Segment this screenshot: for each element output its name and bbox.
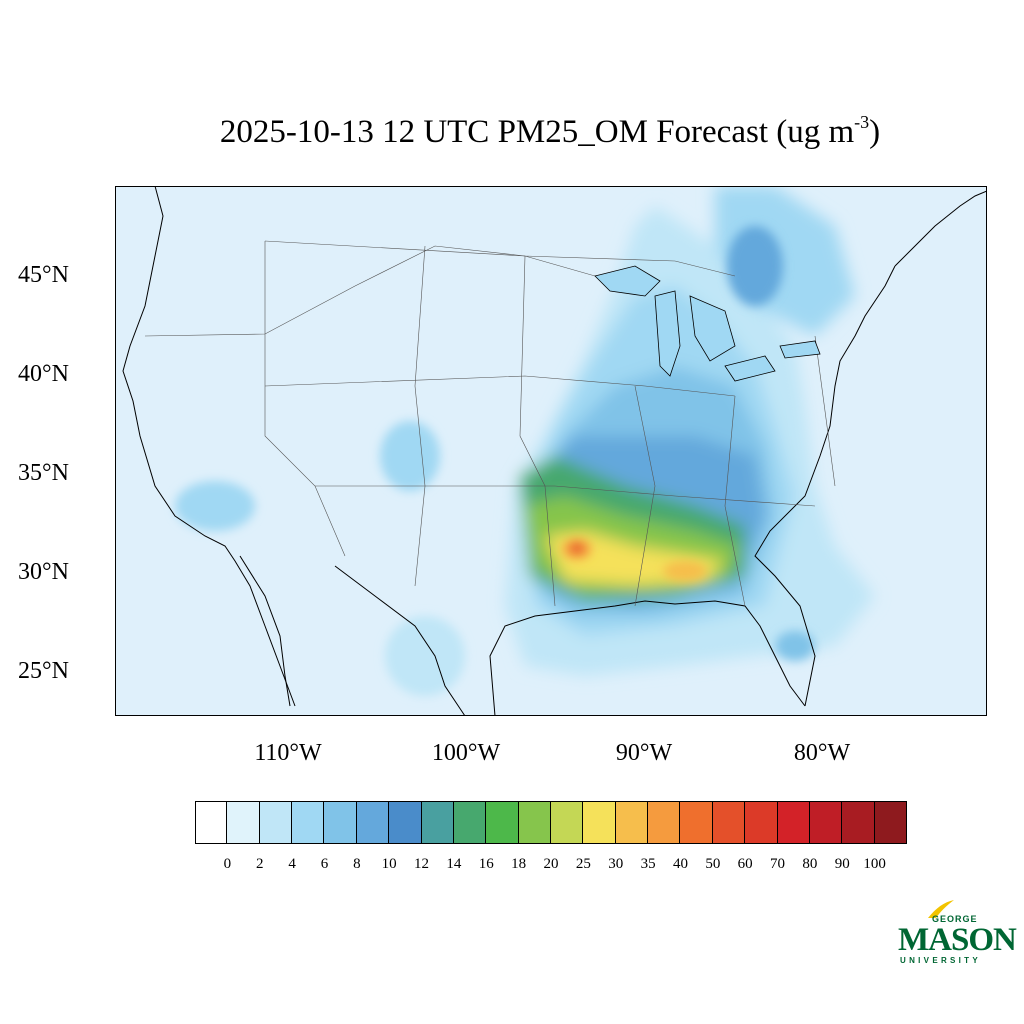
colorbar-tick-label: 90 [834, 856, 850, 872]
colorbar-tick-label: 100 [863, 856, 886, 872]
colorbar-tick-label: 6 [320, 856, 329, 872]
colorbar [195, 801, 907, 844]
lat-label-25: 25°N [18, 658, 69, 684]
lat-label-30: 30°N [18, 559, 69, 585]
colorbar-tick-label: 80 [802, 856, 818, 872]
concentration-field [175, 186, 875, 696]
lon-label-100w: 100°W [431, 740, 501, 766]
great-lakes [594, 265, 821, 382]
lat-label-35: 35°N [18, 460, 69, 486]
colorbar-cell [777, 801, 810, 844]
gmu-logo: GEORGE MASON UNIVERSITY [896, 898, 1017, 970]
state-borders [144, 240, 836, 607]
plume-ne-canada [727, 226, 783, 306]
colorbar-tick-label: 60 [737, 856, 753, 872]
colorbar-cell [421, 801, 454, 844]
colorbar-cell [583, 801, 616, 844]
lon-label-90w: 90°W [615, 740, 673, 766]
colorbar-tick-label: 30 [608, 856, 624, 872]
colorbar-cell [842, 801, 875, 844]
colorbar-tick-label: 18 [511, 856, 527, 872]
logo-george: GEORGE [932, 914, 978, 924]
colorbar-tick-label: 70 [770, 856, 786, 872]
colorbar-cell [615, 801, 649, 844]
colorbar-tick-label: 25 [575, 856, 591, 872]
plume-fl [775, 631, 815, 661]
plume-sw [175, 481, 255, 531]
logo-mason: MASON [898, 922, 1017, 958]
colorbar-tick-label: 14 [446, 856, 462, 872]
colorbar-cell [486, 801, 519, 844]
colorbar-tick-label: 2 [255, 856, 264, 872]
map-title: 2025-10-13 12 UTC PM25_OM Forecast (ug m… [0, 112, 1024, 151]
colorbar-cell [551, 801, 584, 844]
colorbar-cell [324, 801, 357, 844]
colorbar-border [195, 801, 907, 844]
colorbar-cell [259, 801, 293, 844]
colorbar-cell [195, 801, 228, 844]
colorbar-tick-label: 12 [414, 856, 430, 872]
lat-label-45: 45°N [18, 262, 69, 288]
colorbar-cell [356, 801, 390, 844]
colorbar-cell [874, 801, 907, 844]
lon-label-110w: 110°W [254, 740, 322, 766]
hotspot-red [571, 543, 583, 553]
colorbar-cell [518, 801, 551, 844]
colorbar-tick-label: 35 [640, 856, 656, 872]
forecast-map [115, 186, 987, 716]
colorbar-cell [389, 801, 422, 844]
plume-co [380, 421, 440, 491]
colorbar-tick-label: 50 [705, 856, 721, 872]
lat-label-40: 40°N [18, 361, 69, 387]
colorbar-tick-label: 8 [353, 856, 361, 872]
colorbar-cell [712, 801, 746, 844]
colorbar-cell [227, 801, 260, 844]
colorbar-tick-label: 4 [288, 856, 296, 872]
lon-label-80w: 80°W [793, 740, 851, 766]
plume-mx [385, 616, 465, 696]
map-border [115, 186, 987, 716]
colorbar-cell [292, 801, 325, 844]
colorbar-tick-label: 16 [478, 856, 494, 872]
colorbar-cell [453, 801, 487, 844]
title-superscript: -3 [854, 112, 870, 132]
colorbar-tick-label: 20 [543, 856, 559, 872]
colorbar-cell [745, 801, 778, 844]
colorbar-tick-label: 40 [672, 856, 688, 872]
title-close: ) [869, 114, 881, 150]
colorbar-cell [680, 801, 713, 844]
colorbar-cell [648, 801, 681, 844]
hotspot-yellow-east [663, 561, 707, 581]
flame-icon [928, 900, 954, 918]
title-text: 2025-10-13 12 UTC PM25_OM Forecast (ug m [219, 114, 855, 150]
colorbar-cell [809, 801, 843, 844]
logo-university: UNIVERSITY [900, 956, 982, 965]
colorbar-tick-label: 0 [223, 856, 232, 872]
colorbar-tick-label: 10 [381, 856, 397, 872]
coastlines [122, 186, 987, 716]
